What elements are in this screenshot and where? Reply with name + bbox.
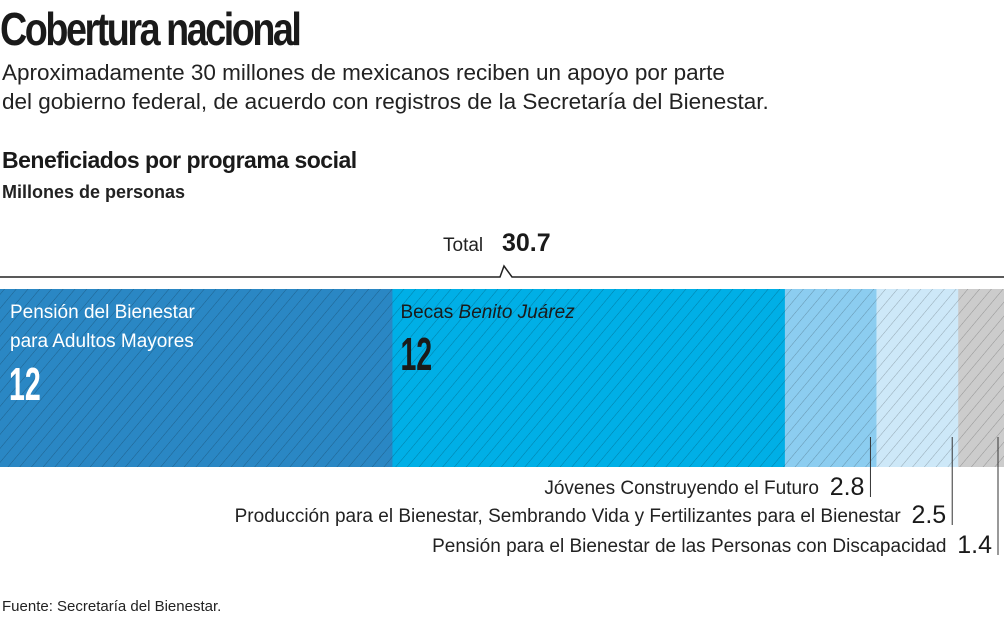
segment-label: Jóvenes Construyendo el Futuro bbox=[544, 478, 819, 499]
total-label: Total bbox=[443, 235, 483, 256]
segment-value: 12 bbox=[400, 329, 432, 381]
total-value: 30.7 bbox=[502, 229, 551, 257]
segment-label: para Adultos Mayores bbox=[10, 331, 194, 352]
segment-label: Becas Benito Juárez bbox=[400, 302, 575, 323]
bar-hatch bbox=[876, 289, 959, 467]
subtitle-line-2: del gobierno federal, de acuerdo con reg… bbox=[2, 89, 769, 114]
segment-label: Pensión para el Bienestar de las Persona… bbox=[432, 536, 946, 557]
chart-unit: Millones de personas bbox=[2, 182, 186, 202]
chart-title: Beneficiados por programa social bbox=[2, 147, 357, 173]
bar-hatch bbox=[958, 289, 1004, 467]
segment-value: 2.5 bbox=[911, 501, 946, 529]
segment-value: 1.4 bbox=[957, 531, 992, 559]
bar-hatch bbox=[392, 289, 786, 467]
source-note: Fuente: Secretaría del Bienestar. bbox=[2, 598, 222, 615]
bar-hatch bbox=[784, 289, 877, 467]
bar-hatch bbox=[0, 289, 393, 467]
segment-value: 2.8 bbox=[830, 473, 865, 501]
subtitle-line-1: Aproximadamente 30 millones de mexicanos… bbox=[2, 60, 725, 85]
segment-value: 12 bbox=[9, 359, 41, 411]
total-bracket bbox=[0, 264, 1004, 278]
segment-label: Pensión del Bienestar bbox=[10, 302, 196, 323]
page-title: Cobertura nacional bbox=[0, 3, 302, 55]
stacked-bar-chart: Total 30.7 Pensión del Bienestar para Adult… bbox=[0, 229, 1004, 559]
segment-label: Producción para el Bienestar, Sembrando … bbox=[235, 506, 902, 527]
